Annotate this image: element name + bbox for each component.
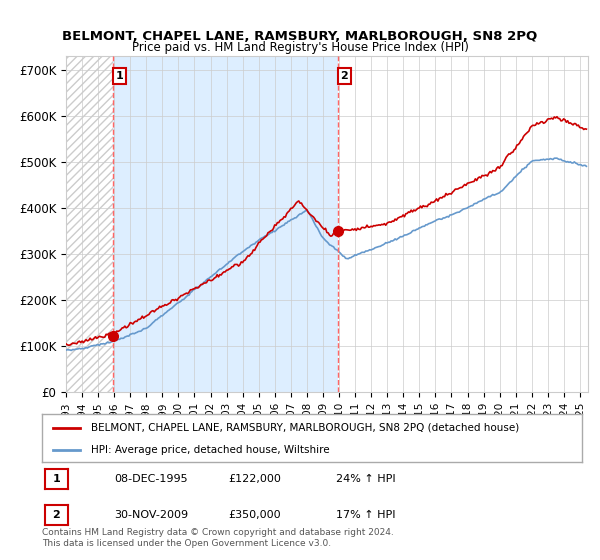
Text: 2: 2 <box>53 510 60 520</box>
Text: HPI: Average price, detached house, Wiltshire: HPI: Average price, detached house, Wilt… <box>91 445 329 455</box>
Text: 1: 1 <box>53 474 60 484</box>
Text: 2: 2 <box>340 71 348 81</box>
Text: £350,000: £350,000 <box>228 510 281 520</box>
Text: BELMONT, CHAPEL LANE, RAMSBURY, MARLBOROUGH, SN8 2PQ (detached house): BELMONT, CHAPEL LANE, RAMSBURY, MARLBORO… <box>91 423 519 433</box>
Text: Price paid vs. HM Land Registry's House Price Index (HPI): Price paid vs. HM Land Registry's House … <box>131 41 469 54</box>
Text: £122,000: £122,000 <box>228 474 281 484</box>
Text: BELMONT, CHAPEL LANE, RAMSBURY, MARLBOROUGH, SN8 2PQ: BELMONT, CHAPEL LANE, RAMSBURY, MARLBORO… <box>62 30 538 43</box>
Text: 17% ↑ HPI: 17% ↑ HPI <box>336 510 395 520</box>
Text: 30-NOV-2009: 30-NOV-2009 <box>114 510 188 520</box>
Text: 24% ↑ HPI: 24% ↑ HPI <box>336 474 395 484</box>
Text: 08-DEC-1995: 08-DEC-1995 <box>114 474 188 484</box>
Text: 1: 1 <box>116 71 124 81</box>
Text: Contains HM Land Registry data © Crown copyright and database right 2024.
This d: Contains HM Land Registry data © Crown c… <box>42 528 394 548</box>
